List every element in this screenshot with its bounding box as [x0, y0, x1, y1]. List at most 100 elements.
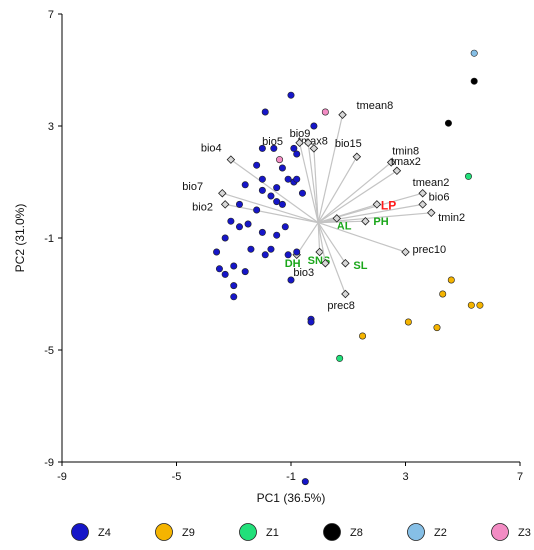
point-Z4 — [253, 206, 261, 214]
point-Z4 — [227, 217, 235, 225]
loading-line-bio4 — [230, 159, 319, 224]
point-Z4 — [278, 200, 286, 208]
point-Z1 — [336, 354, 344, 362]
y-tick-label: 3 — [48, 121, 54, 133]
legend-swatch-Z3 — [491, 523, 509, 541]
point-Z4 — [273, 231, 281, 239]
legend-swatch-Z1 — [239, 523, 257, 541]
loading-line-PH — [318, 220, 366, 224]
loading-line-tmin8 — [317, 161, 392, 224]
loading-marker-tmin8 — [386, 158, 396, 167]
loading-label-LP: LP — [381, 198, 396, 212]
point-Z1 — [464, 172, 472, 180]
legend-label-Z8: Z8 — [350, 527, 363, 539]
point-Z4 — [241, 268, 249, 276]
point-Z4 — [307, 318, 315, 326]
y-tick-label: -1 — [44, 233, 54, 245]
point-Z4 — [293, 248, 301, 256]
loading-label-tmax8: tmax8 — [298, 135, 328, 147]
point-Z4 — [261, 108, 269, 116]
loading-label-bio2: bio2 — [192, 201, 213, 213]
loading-line-SL — [317, 222, 346, 264]
legend-swatch-Z9 — [155, 523, 173, 541]
point-Z4 — [230, 262, 238, 270]
loading-label-bio7: bio7 — [182, 181, 203, 193]
point-Z4 — [270, 144, 278, 152]
point-Z4 — [247, 245, 255, 253]
loading-label-PH: PH — [373, 216, 388, 228]
loading-marker-bio5 — [303, 138, 313, 148]
score-points — [213, 49, 484, 486]
loading-marker-tmin2 — [427, 208, 436, 218]
point-Z4 — [273, 184, 281, 192]
point-Z4 — [215, 265, 223, 273]
loading-marker-tmax8 — [309, 144, 319, 153]
loading-label-prec8: prec8 — [327, 300, 355, 312]
loading-line-bio5 — [307, 142, 319, 223]
point-Z4 — [258, 144, 266, 152]
loading-line-bio9 — [299, 142, 319, 223]
loading-line-DH — [296, 222, 319, 256]
loading-marker-AL — [332, 214, 342, 223]
axes: -9 -5 -1 3 7 -9 -5 -1 3 7 PC1 (36.5%) PC2 (31.0%) — [13, 9, 523, 505]
loading-label-SL: SL — [353, 260, 367, 272]
point-Z4 — [284, 175, 292, 183]
loading-label-bio5: bio5 — [262, 136, 283, 148]
point-Z9 — [439, 290, 447, 298]
loading-marker-tmax2 — [392, 166, 402, 176]
loading-label-tmin8: tmin8 — [392, 145, 419, 157]
loading-line-tmean8 — [317, 114, 344, 223]
legend-label-Z2: Z2 — [434, 527, 447, 539]
point-Z4 — [230, 293, 238, 301]
y-tick-label: 7 — [48, 9, 54, 21]
loading-label-bio15: bio15 — [335, 138, 362, 150]
point-Z9 — [467, 301, 475, 309]
loading-marker-tmean8 — [338, 110, 347, 120]
legend: Z4 Z9 Z1 Z8 Z2 Z3 — [71, 523, 531, 541]
loading-line-tmax8 — [313, 148, 319, 223]
loading-marker-bio2 — [220, 200, 230, 209]
point-Z4 — [235, 200, 243, 208]
loading-label-bio3: bio3 — [293, 267, 314, 279]
point-Z9 — [433, 324, 441, 332]
loading-marker-tmean2 — [418, 188, 427, 198]
point-Z9 — [404, 318, 412, 326]
loading-marker-PH — [361, 216, 370, 226]
legend-swatch-Z4 — [71, 523, 89, 541]
point-Z8 — [444, 119, 452, 127]
loading-line-bio15 — [317, 156, 358, 223]
loading-label-bio4: bio4 — [201, 143, 222, 155]
legend-swatch-Z2 — [407, 523, 425, 541]
point-Z2 — [470, 49, 478, 57]
loading-marker-LP — [372, 200, 382, 209]
loading-line-bio6 — [318, 203, 423, 224]
loading-label-bio9: bio9 — [290, 128, 311, 140]
point-Z4 — [221, 234, 229, 242]
point-Z4 — [221, 270, 229, 278]
loading-line-LP — [318, 203, 378, 224]
point-Z4 — [293, 175, 301, 183]
point-Z4 — [230, 282, 238, 290]
point-Z4 — [253, 161, 261, 169]
loading-line-prec8 — [317, 222, 346, 295]
loading-marker-bio9 — [295, 138, 304, 148]
x-tick-label: 3 — [402, 471, 408, 483]
loading-marker-SL — [341, 258, 350, 268]
point-Z4 — [244, 220, 252, 228]
loading-label-tmean8: tmean8 — [357, 100, 394, 112]
loading-label-bio6: bio6 — [429, 191, 450, 203]
point-Z3 — [276, 156, 284, 164]
point-Z4 — [301, 478, 309, 486]
point-Z4 — [258, 186, 266, 194]
loading-line-SNS — [317, 222, 321, 253]
point-Z4 — [310, 122, 318, 130]
loading-label-DH: DH — [285, 258, 301, 270]
loading-marker-SNS — [315, 247, 324, 257]
point-Z4 — [267, 192, 275, 200]
y-axis-title: PC2 (31.0%) — [13, 204, 27, 273]
legend-swatch-Z8 — [323, 523, 341, 541]
legend-label-Z9: Z9 — [182, 527, 195, 539]
x-tick-label: 7 — [517, 471, 523, 483]
